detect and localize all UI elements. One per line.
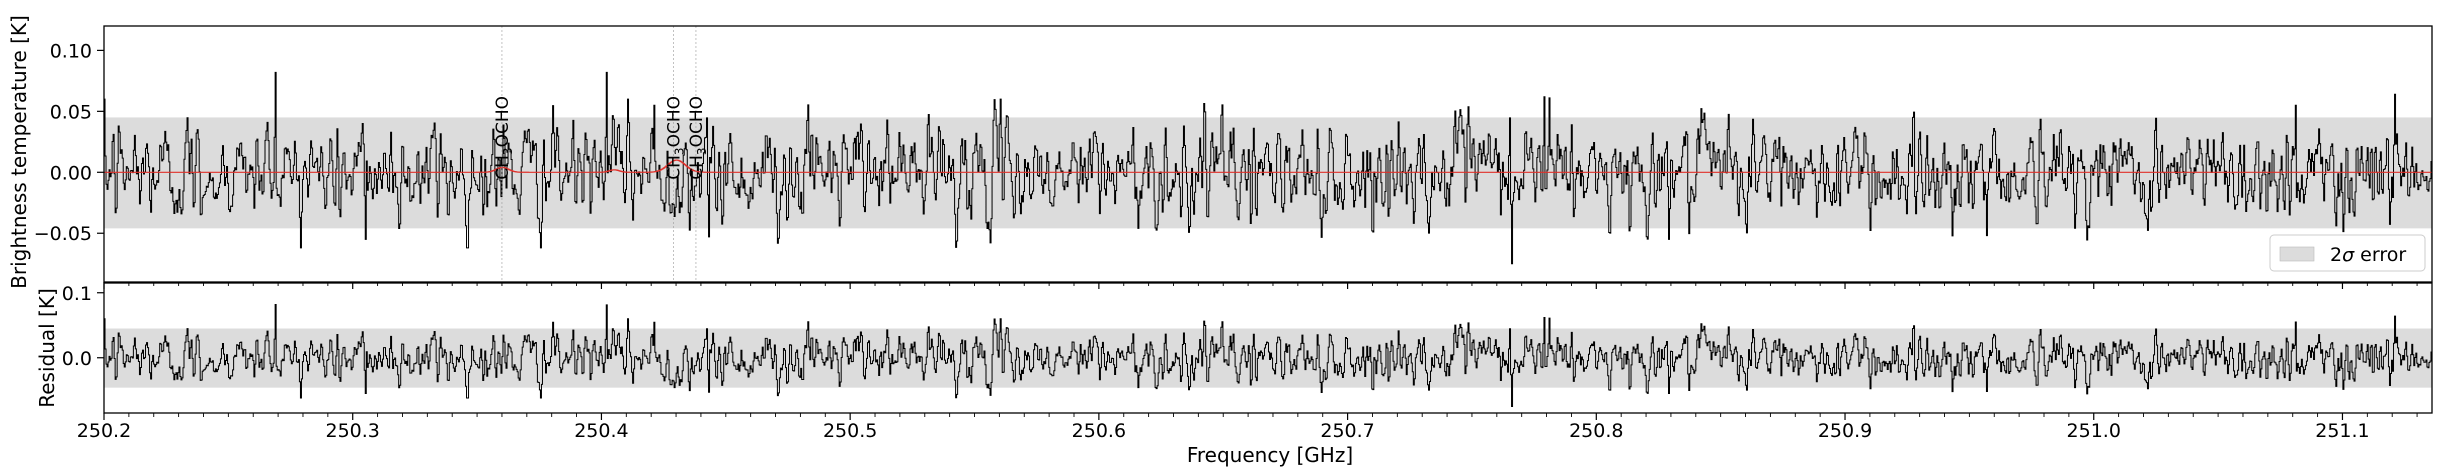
line-marker-label-rest: OCHO [493, 96, 513, 147]
line-marker-label-main: CH [665, 155, 685, 180]
x-tick-label: 250.4 [574, 420, 628, 442]
legend-label-suffix: error [2354, 244, 2406, 266]
bottom-y-axis-label: Residual [K] [35, 288, 59, 408]
line-marker-label-sub: 3 [501, 147, 515, 155]
model-spectrum-line [104, 159, 2432, 173]
observed-spectrum-line [104, 71, 2433, 265]
top-error-band [104, 117, 2432, 229]
bottom-y-tick-label: 0.0 [62, 348, 92, 370]
line-marker-label-main: CH [493, 155, 513, 180]
x-tick-label: 250.5 [823, 420, 877, 442]
legend-label-prefix: 2 [2330, 244, 2342, 266]
x-tick-label: 250.2 [77, 420, 131, 442]
legend-label-sigma: σ [2342, 244, 2355, 266]
legend-label: 2σ error [2330, 244, 2406, 266]
x-tick-label: 250.9 [1818, 420, 1872, 442]
bottom-error-band [104, 328, 2432, 388]
line-marker-label-main: CH [687, 155, 707, 180]
line-marker-label-rest: OCHO [665, 96, 685, 147]
top-y-ticks: 0.10 0.05 0.00 −0.05 [34, 40, 104, 245]
x-axis-label: Frequency [GHz] [1187, 443, 1353, 467]
line-marker-label-rest: OCHO [687, 96, 707, 147]
x-tick-label: 251.1 [2315, 420, 2369, 442]
legend-box [2269, 234, 2426, 272]
line-marker-label: CH3OCHO [493, 96, 515, 180]
x-tick-label: 251.0 [2067, 420, 2121, 442]
legend-swatch [2279, 246, 2315, 262]
x-tick-label: 250.8 [1569, 420, 1623, 442]
top-y-tick-label: −0.05 [34, 223, 92, 245]
bottom-plot-frame [103, 282, 2433, 414]
top-y-tick-label: 0.10 [50, 40, 92, 62]
legend: 2σ error [2269, 234, 2426, 272]
top-plot-frame [103, 25, 2433, 283]
top-y-tick-label: 0.05 [50, 101, 92, 123]
line-marker-label-sub: 3 [673, 147, 687, 155]
bottom-y-tick-label: 0.1 [62, 283, 92, 305]
bottom-x-ticks: 250.2 250.3 250.4 250.5 250.6 250.7 250.8 250.9… [77, 413, 2418, 442]
line-marker-label-sub: 3 [695, 147, 709, 155]
line-marker-label: CH3OCHO [687, 96, 709, 180]
x-tick-label: 250.7 [1320, 420, 1374, 442]
x-tick-label: 250.3 [326, 420, 380, 442]
top-y-axis-label: Brightness temperature [K] [7, 15, 31, 289]
residual-spectrum-line [104, 303, 2433, 407]
top-y-tick-label: 0.00 [50, 162, 92, 184]
bottom-y-ticks: 0.1 0.0 [62, 283, 104, 370]
x-tick-label: 250.6 [1072, 420, 1126, 442]
bottom-panel: 0.10.0 250.2 250.3 250.4 250.5 250.6 250.7 250… [35, 282, 2433, 467]
line-marker-label: CH3OCHO [665, 96, 687, 180]
